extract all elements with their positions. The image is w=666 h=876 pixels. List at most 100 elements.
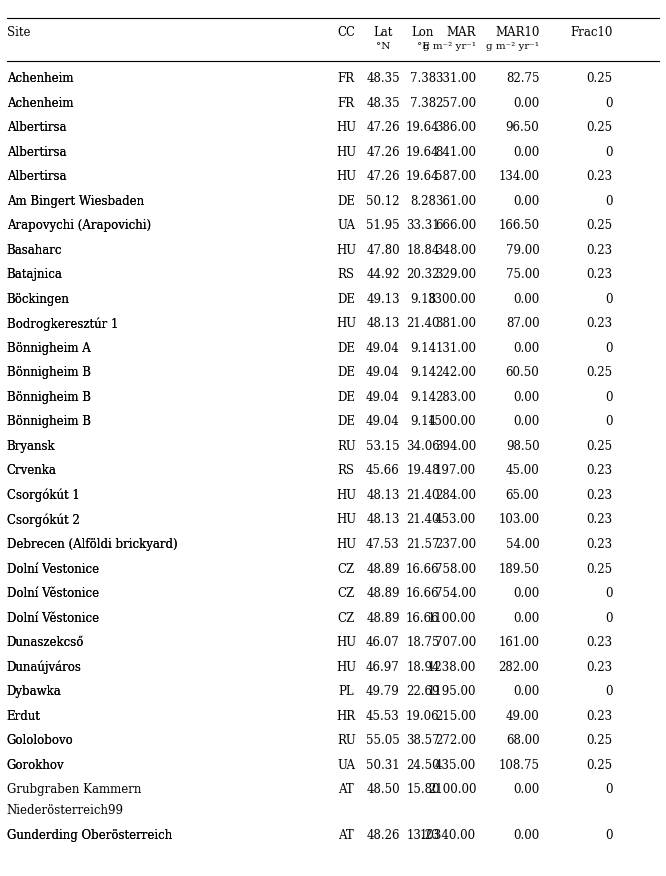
Text: 0.23: 0.23 — [587, 710, 613, 723]
Text: 0.00: 0.00 — [513, 415, 539, 428]
Text: 0.25: 0.25 — [587, 219, 613, 232]
Text: Achenheim: Achenheim — [7, 96, 73, 110]
Text: Site: Site — [7, 26, 30, 39]
Text: 1100.00: 1100.00 — [428, 611, 476, 625]
Text: 46.07: 46.07 — [366, 636, 400, 649]
Text: Bönnigheim A: Bönnigheim A — [7, 342, 91, 355]
Text: Grubgraben Kammern: Grubgraben Kammern — [7, 783, 141, 796]
Text: 45.53: 45.53 — [366, 710, 400, 723]
Text: 49.79: 49.79 — [366, 685, 400, 698]
Text: RU: RU — [337, 734, 356, 747]
Text: 19.48: 19.48 — [406, 464, 440, 477]
Text: 0.25: 0.25 — [587, 121, 613, 134]
Text: Albertirsa: Albertirsa — [7, 170, 66, 183]
Text: 47.26: 47.26 — [366, 170, 400, 183]
Text: 161.00: 161.00 — [498, 636, 539, 649]
Text: HU: HU — [336, 145, 356, 159]
Text: 0.00: 0.00 — [513, 342, 539, 355]
Text: 55.05: 55.05 — [366, 734, 400, 747]
Text: Dunaszekcső: Dunaszekcső — [7, 636, 84, 649]
Text: HU: HU — [336, 317, 356, 330]
Text: HU: HU — [336, 636, 356, 649]
Text: 237.00: 237.00 — [435, 538, 476, 551]
Text: Böckingen: Böckingen — [7, 293, 69, 306]
Text: Dolní Věstonice: Dolní Věstonice — [7, 611, 99, 625]
Text: RS: RS — [338, 464, 355, 477]
Text: 197.00: 197.00 — [435, 464, 476, 477]
Text: 21.40: 21.40 — [406, 317, 440, 330]
Text: 666.00: 666.00 — [435, 219, 476, 232]
Text: 18.75: 18.75 — [406, 636, 440, 649]
Text: 0.25: 0.25 — [587, 759, 613, 772]
Text: 435.00: 435.00 — [435, 759, 476, 772]
Text: 381.00: 381.00 — [435, 317, 476, 330]
Text: HU: HU — [336, 170, 356, 183]
Text: 348.00: 348.00 — [435, 244, 476, 257]
Text: CZ: CZ — [338, 611, 355, 625]
Text: Albertirsa: Albertirsa — [7, 145, 66, 159]
Text: 13.23: 13.23 — [406, 829, 440, 842]
Text: 0.00: 0.00 — [513, 96, 539, 110]
Text: DE: DE — [337, 194, 356, 208]
Text: 24.50: 24.50 — [406, 759, 440, 772]
Text: Bönnigheim B: Bönnigheim B — [7, 391, 91, 404]
Text: 758.00: 758.00 — [435, 562, 476, 576]
Text: 0.23: 0.23 — [587, 636, 613, 649]
Text: 21.40: 21.40 — [406, 489, 440, 502]
Text: Erdut: Erdut — [7, 710, 41, 723]
Text: Dybawka: Dybawka — [7, 685, 61, 698]
Text: 34.06: 34.06 — [406, 440, 440, 453]
Text: HU: HU — [336, 538, 356, 551]
Text: 22.69: 22.69 — [406, 685, 440, 698]
Text: 50.31: 50.31 — [366, 759, 400, 772]
Text: Dolní Věstonice: Dolní Věstonice — [7, 611, 99, 625]
Text: 9.18: 9.18 — [410, 293, 436, 306]
Text: 0.23: 0.23 — [587, 268, 613, 281]
Text: Lon: Lon — [412, 26, 434, 39]
Text: 54.00: 54.00 — [505, 538, 539, 551]
Text: Gololobovo: Gololobovo — [7, 734, 73, 747]
Text: 49.04: 49.04 — [366, 342, 400, 355]
Text: Crvenka: Crvenka — [7, 464, 57, 477]
Text: 48.50: 48.50 — [366, 783, 400, 796]
Text: 242.00: 242.00 — [435, 366, 476, 379]
Text: 48.35: 48.35 — [366, 72, 400, 85]
Text: Dunaszekcső: Dunaszekcső — [7, 636, 84, 649]
Text: 0: 0 — [605, 194, 613, 208]
Text: RU: RU — [337, 440, 356, 453]
Text: 47.26: 47.26 — [366, 145, 400, 159]
Text: Lat: Lat — [373, 26, 393, 39]
Text: 50.12: 50.12 — [366, 194, 400, 208]
Text: MAR10: MAR10 — [495, 26, 539, 39]
Text: 0: 0 — [605, 342, 613, 355]
Text: Bryansk: Bryansk — [7, 440, 55, 453]
Text: 49.13: 49.13 — [366, 293, 400, 306]
Text: Basaharc: Basaharc — [7, 244, 62, 257]
Text: 98.50: 98.50 — [506, 440, 539, 453]
Text: 283.00: 283.00 — [435, 391, 476, 404]
Text: Dolní Věstonice: Dolní Věstonice — [7, 587, 99, 600]
Text: 0.23: 0.23 — [587, 317, 613, 330]
Text: MAR: MAR — [447, 26, 476, 39]
Text: DE: DE — [337, 391, 356, 404]
Text: 0.25: 0.25 — [587, 72, 613, 85]
Text: 453.00: 453.00 — [435, 513, 476, 526]
Text: 7.38: 7.38 — [410, 72, 436, 85]
Text: RS: RS — [338, 268, 355, 281]
Text: 215.00: 215.00 — [435, 710, 476, 723]
Text: Csorgókút 1: Csorgókút 1 — [7, 489, 79, 502]
Text: Bönnigheim B: Bönnigheim B — [7, 366, 91, 379]
Text: Csorgókút 2: Csorgókút 2 — [7, 513, 79, 526]
Text: HU: HU — [336, 244, 356, 257]
Text: 33.31: 33.31 — [406, 219, 440, 232]
Text: 394.00: 394.00 — [435, 440, 476, 453]
Text: FR: FR — [338, 96, 355, 110]
Text: 108.75: 108.75 — [498, 759, 539, 772]
Text: 0.00: 0.00 — [513, 685, 539, 698]
Text: DE: DE — [337, 415, 356, 428]
Text: CZ: CZ — [338, 562, 355, 576]
Text: 19.64: 19.64 — [406, 170, 440, 183]
Text: 329.00: 329.00 — [435, 268, 476, 281]
Text: 189.50: 189.50 — [498, 562, 539, 576]
Text: 48.26: 48.26 — [366, 829, 400, 842]
